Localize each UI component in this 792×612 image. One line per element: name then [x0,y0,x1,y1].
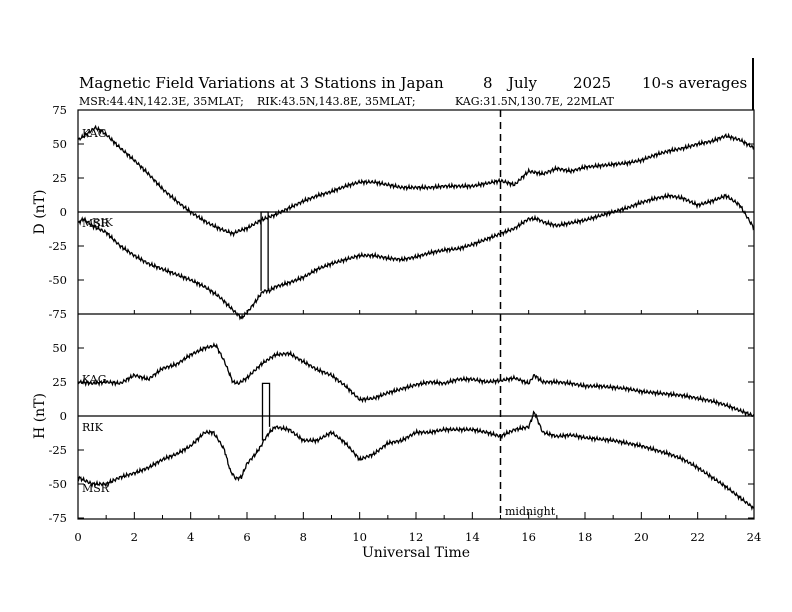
x-tick-label: 10 [352,530,367,544]
x-tick-label: 22 [690,530,705,544]
x-tick-label: 8 [300,530,307,544]
series-line-msr-h [77,410,755,511]
station-label-kag-d: KAG [82,127,107,140]
x-tick-label: 4 [187,530,194,544]
spike-artifact-d [260,211,269,291]
y-tick-label: -25 [48,443,67,457]
station-label-msr-h: MSR [82,482,110,495]
x-tick-label: 14 [465,530,480,544]
station-label-msr-d: MSR [82,217,110,230]
x-tick-label: 2 [131,530,138,544]
series-line-kag-h [77,341,755,418]
station-label-rik-d: RIK [92,216,114,229]
y-tick-label: -75 [48,307,67,321]
date-month: July [506,74,537,92]
station-label-kag-h: KAG [82,373,107,386]
x-tick-label: 18 [578,530,593,544]
series-line-msr-d [77,192,755,321]
x-axis-ticks: 0 2 4 6 8 10 12 14 16 18 20 22 24 [74,310,761,544]
x-tick-label: 20 [634,530,649,544]
y-tick-label: 0 [60,205,67,219]
y-axis-label-h: H (nT) [32,393,48,439]
station-info-msr: MSR:44.4N,142.3E, 35MLAT; [79,95,244,108]
y-tick-label: 75 [52,103,67,117]
spike-artifact-h [261,382,271,441]
y-tick-label: -75 [48,511,67,525]
x-tick-label: 24 [747,530,762,544]
date-year: 2025 [573,74,611,92]
x-tick-label: 16 [521,530,536,544]
date-day: 8 [483,74,493,92]
chart-title: Magnetic Field Variations at 3 Stations … [79,74,444,92]
y-tick-label: 50 [52,341,67,355]
y-axis-label-d: D (nT) [32,190,48,235]
y-tick-label: 25 [52,171,67,185]
x-tick-label: 6 [243,530,250,544]
station-label-rik-h: RIK [82,421,104,434]
series-layer [77,124,755,511]
y-tick-label: 0 [60,409,67,423]
x-axis-label: Universal Time [362,545,470,561]
y-tick-label: -50 [48,477,67,491]
station-info-kag: KAG:31.5N,130.7E, 22MLAT [455,95,615,108]
y-tick-label: 25 [52,375,67,389]
x-tick-label: 0 [74,530,81,544]
series-line-kag-d [77,124,755,238]
y-tick-label: 50 [52,137,67,151]
y-tick-label: -25 [48,239,67,253]
station-info-rik: RIK:43.5N,143.8E, 35MLAT; [257,95,416,108]
y-tick-label: -50 [48,273,67,287]
averaging-label: 10-s averages [642,74,747,92]
x-tick-label: 12 [409,530,424,544]
y-axis-ticks: 75 50 25 0 -25 -50 -75 50 25 0 -25 -50 -75 [48,103,754,525]
midnight-label: midnight [505,505,556,518]
